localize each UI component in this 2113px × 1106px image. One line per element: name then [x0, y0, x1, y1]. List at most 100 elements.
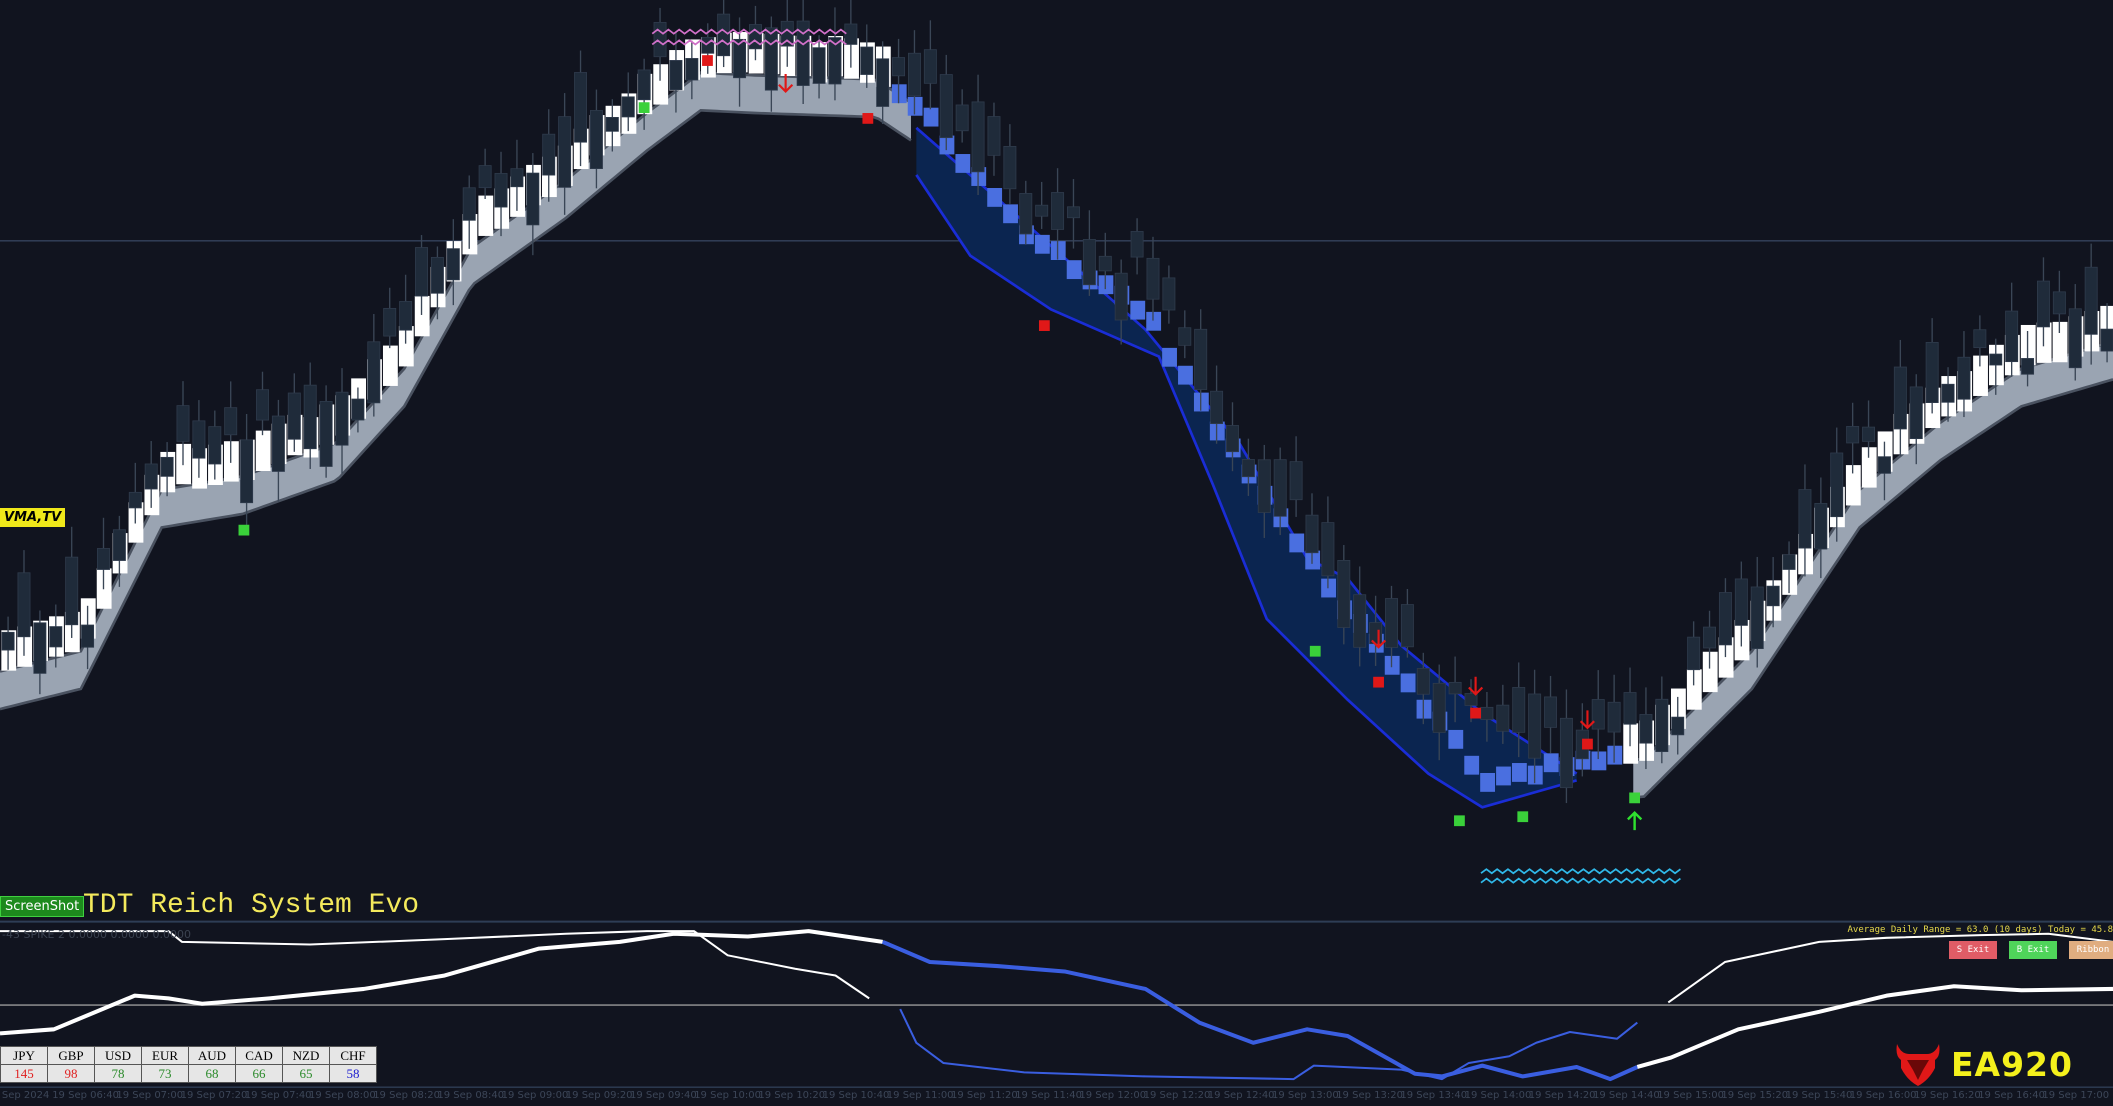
- up-block: [653, 64, 669, 105]
- uptrend-ribbon-lower-line: [1633, 378, 2113, 799]
- candle: [494, 173, 508, 208]
- oscillator-slow-line-bear: [881, 939, 1639, 1082]
- time-axis-label: 19 Sep 09:00: [501, 1090, 569, 1101]
- sell-arrow-icon: [1468, 676, 1484, 696]
- ribbon-button[interactable]: Ribbon: [2069, 941, 2113, 959]
- candle: [1687, 636, 1701, 671]
- oscillator-fast-line-bear: [899, 1008, 1638, 1081]
- screenshot-button[interactable]: ScreenShot: [0, 896, 85, 917]
- candle: [1703, 626, 1717, 649]
- down-block: [1464, 755, 1480, 775]
- candle: [430, 256, 444, 294]
- trend-blocks: [1, 32, 2113, 792]
- time-axis-label: 19 Sep 10:20: [758, 1090, 826, 1101]
- candle: [589, 110, 603, 169]
- b-exit-button[interactable]: B Exit: [2009, 941, 2057, 959]
- candle: [574, 72, 588, 143]
- currency-name: CAD: [235, 1046, 283, 1065]
- buy-marker-icon: [1629, 792, 1641, 804]
- candle: [2036, 280, 2050, 328]
- candle: [367, 341, 381, 404]
- down-block: [1066, 260, 1082, 280]
- sell-marker-icon: [1582, 738, 1593, 750]
- currency-strength-value: 68: [188, 1064, 236, 1083]
- indicator-title: TDT Reich System Evo: [83, 890, 420, 921]
- candle: [1051, 192, 1065, 230]
- s-exit-button[interactable]: S Exit: [1949, 941, 1997, 959]
- candle: [446, 248, 460, 281]
- sell-marker-icon: [1373, 676, 1384, 688]
- candle: [1353, 594, 1367, 648]
- average-daily-range: Average Daily Range = 63.0 (10 days) Tod…: [1847, 925, 2113, 935]
- up-block: [255, 430, 271, 471]
- candle: [669, 60, 683, 91]
- down-block: [1162, 347, 1177, 367]
- candle: [1321, 522, 1335, 577]
- candle: [542, 133, 556, 176]
- time-axis-label: 19 Sep 16:00: [1849, 1090, 1917, 1101]
- time-axis-label: 19 Sep 14:40: [1593, 1090, 1660, 1101]
- buy-arrow-icon: [1627, 810, 1643, 831]
- up-block: [1702, 651, 1718, 693]
- candle: [1289, 461, 1303, 501]
- candle: [971, 101, 985, 173]
- currency-name: USD: [94, 1046, 142, 1065]
- candle: [319, 401, 333, 467]
- candle: [399, 301, 413, 331]
- buy-marker-icon: [1309, 645, 1321, 657]
- candle: [828, 37, 842, 85]
- time-axis-label: 19 Sep 14:00: [1464, 1090, 1532, 1101]
- support-zigzag: [1480, 877, 1681, 884]
- candle: [2084, 266, 2098, 335]
- candle: [1814, 503, 1828, 550]
- oscillator-lines: [0, 929, 2113, 1082]
- up-block: [1861, 447, 1877, 488]
- vma-tv-label: VMA,TV: [0, 508, 66, 527]
- candle: [939, 74, 953, 139]
- down-block: [1496, 766, 1511, 786]
- time-axis-label: 19 Sep 07:40: [244, 1090, 312, 1101]
- time-axis-label: 19 Sep 10:40: [822, 1090, 890, 1101]
- candle: [1846, 425, 1860, 444]
- candle: [1241, 459, 1255, 478]
- candle: [987, 116, 1001, 156]
- oscillator-slow-line: [1636, 984, 2113, 1069]
- candle: [160, 456, 174, 477]
- time-axis-label: 19 Sep 09:20: [565, 1090, 633, 1101]
- time-axis-label: 19 Sep 13:40: [1400, 1090, 1468, 1101]
- up-block: [1734, 619, 1750, 661]
- candle: [81, 624, 95, 648]
- buy-marker-icon: [1517, 811, 1529, 823]
- candle: [621, 96, 635, 118]
- currency-value-row: 145 98 78 73 68 66 65 58: [0, 1064, 377, 1083]
- candle: [192, 420, 206, 459]
- candle: [653, 22, 667, 58]
- candle: [1973, 329, 1987, 349]
- candle: [1337, 559, 1351, 628]
- time-axis-label: 19 Sep 07:00: [116, 1090, 184, 1101]
- down-block: [1130, 300, 1146, 320]
- candle: [844, 23, 858, 45]
- candle: [637, 69, 651, 101]
- down-block: [1289, 533, 1305, 553]
- up-block: [1718, 637, 1734, 678]
- up-block: [382, 345, 398, 386]
- time-axis-label: 19 Sep 16:20: [1914, 1090, 1981, 1101]
- candle: [764, 27, 778, 91]
- time-axis-label: 19 Sep 16:40: [1978, 1090, 2045, 1101]
- time-axis-label: 19 Sep 11:00: [886, 1090, 954, 1101]
- up-block: [414, 295, 430, 337]
- candle: [1496, 704, 1510, 732]
- candle: [1830, 452, 1844, 518]
- candle: [1941, 383, 1955, 403]
- candle: [717, 13, 731, 57]
- candle: [1909, 386, 1923, 440]
- time-axis-label: 19 Sep 08:40: [437, 1090, 505, 1101]
- currency-name: AUD: [188, 1046, 236, 1065]
- up-block: [1973, 355, 1988, 396]
- candle: [796, 20, 810, 86]
- candle: [49, 626, 63, 648]
- oscillator-fast-line: [0, 930, 870, 1000]
- candle: [287, 392, 301, 440]
